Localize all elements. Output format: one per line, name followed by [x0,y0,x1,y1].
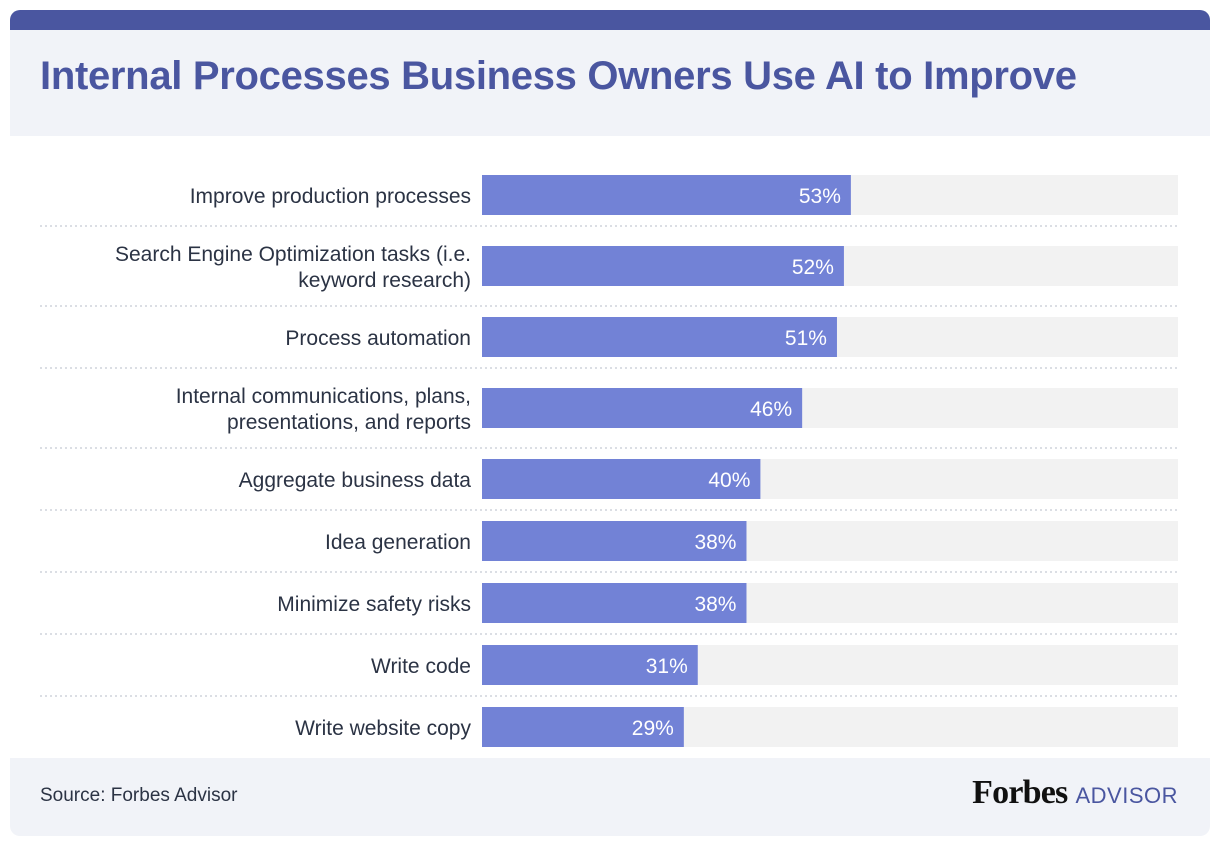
bar [482,388,803,428]
bar-value-label: 46% [750,398,792,421]
bar [482,583,747,623]
footer: Source: Forbes Advisor Forbes ADVISOR [10,758,1210,836]
brand-name: Forbes [972,774,1068,811]
category-label: Aggregate business data [239,469,472,492]
bar-value-label: 52% [792,256,834,279]
bar-value-label: 31% [646,655,688,678]
bar [482,246,844,286]
bar-value-label: 29% [632,717,674,740]
category-label: Search Engine Optimization tasks (i.e. [115,243,471,266]
brand-logo: Forbes ADVISOR [972,774,1178,812]
bar [482,459,761,499]
category-label: Idea generation [325,531,471,554]
chart-area: 53% Improve production processes 52% Search… [0,136,1220,756]
category-label: Process automation [285,327,471,350]
bar-value-label: 51% [785,327,827,350]
bar-value-label: 53% [799,185,841,208]
bar [482,645,698,685]
category-label: Write code [371,655,471,678]
chart-title: Internal Processes Business Owners Use A… [40,54,1077,98]
bar-value-label: 40% [708,469,750,492]
source-text: Source: Forbes Advisor [40,785,238,806]
bar [482,317,837,357]
header: Internal Processes Business Owners Use A… [10,30,1210,136]
category-label: Internal communications, plans, [176,385,471,408]
bar-value-label: 38% [694,531,736,554]
bar [482,707,684,747]
bar-value-label: 38% [694,593,736,616]
brand-sub: ADVISOR [1075,783,1178,808]
category-label: presentations, and reports [227,411,471,434]
header-accent-bar [10,10,1210,30]
category-label: keyword research) [298,269,471,292]
bar [482,175,851,215]
bar-chart: 53% Improve production processes 52% Search… [40,175,1178,747]
category-label: Improve production processes [190,185,471,208]
bar [482,521,747,561]
category-label: Minimize safety risks [277,593,471,616]
category-label: Write website copy [295,717,471,740]
